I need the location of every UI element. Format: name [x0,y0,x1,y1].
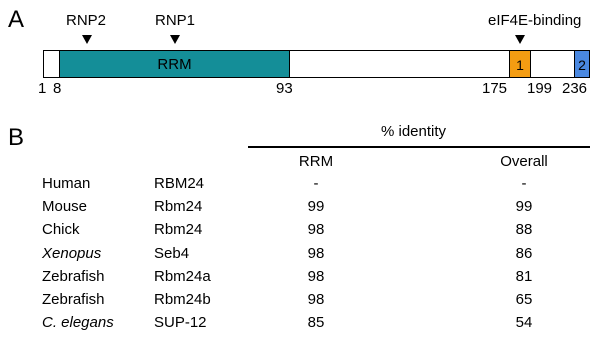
rrm-domain: RRM [59,50,290,78]
species-cell: Zebrafish [42,267,105,285]
box-1-label: 1 [516,57,524,73]
pos-236: 236 [562,80,588,97]
rrm-identity-cell: 98 [307,291,325,308]
rrm-identity-cell: - [313,175,319,192]
header-rule [248,146,590,148]
species-cell: C. elegans [42,314,114,332]
species-cell: Mouse [42,198,88,216]
gene-cell: Rbm24a [154,267,211,285]
panel-a-label: A [8,6,25,33]
overall-identity-cell: 88 [515,221,533,239]
rrm-identity-cell: 85 [307,314,325,332]
species-cell: Human [42,175,91,192]
box-2-label: 2 [578,57,586,73]
gene-cell: Rbm24 [154,198,203,216]
overall-identity-cell: - [521,175,527,192]
identity-header: % identity [381,123,447,140]
gene-cell: RBM24 [154,175,205,192]
gene-cell: Rbm24b [154,291,211,308]
c-terminal-box: 2 [574,50,590,78]
gene-cell: Rbm24 [154,221,203,239]
rnp1-label: RNP1 [155,12,196,29]
eif4e-binding-box: 1 [509,50,531,78]
panel-b-label: B [8,124,25,151]
pos-93: 93 [276,80,293,97]
rrm-domain-label: RRM [157,56,192,73]
pos-175: 175 [482,80,508,97]
rnp1-arrow-icon [170,35,180,44]
pos-8: 8 [53,80,62,97]
eif4e-binding-label: eIF4E-binding [488,12,582,29]
rnp2-label: RNP2 [66,12,107,29]
species-cell: Chick [42,221,80,239]
pos-1: 1 [38,80,47,97]
rnp2-arrow-icon [82,35,92,44]
eif4e-arrow-icon [515,35,525,44]
rrm-identity-cell: 98 [307,221,325,239]
overall-identity-cell: 86 [515,244,533,262]
gene-cell: Seb4 [154,244,190,262]
species-cell: Xenopus [42,244,102,262]
overall-identity-cell: 81 [515,267,533,285]
col-rrm-header: RRM [298,153,334,170]
gene-cell: SUP-12 [154,314,207,332]
overall-identity-cell: 99 [515,198,533,216]
rrm-identity-cell: 98 [307,244,325,262]
overall-identity-cell: 65 [515,291,533,308]
pos-199: 199 [527,80,553,97]
overall-identity-cell: 54 [515,314,533,332]
rrm-identity-cell: 99 [307,198,325,216]
species-cell: Zebrafish [42,291,105,308]
col-overall-header: Overall [500,153,548,170]
rrm-identity-cell: 98 [307,267,325,285]
